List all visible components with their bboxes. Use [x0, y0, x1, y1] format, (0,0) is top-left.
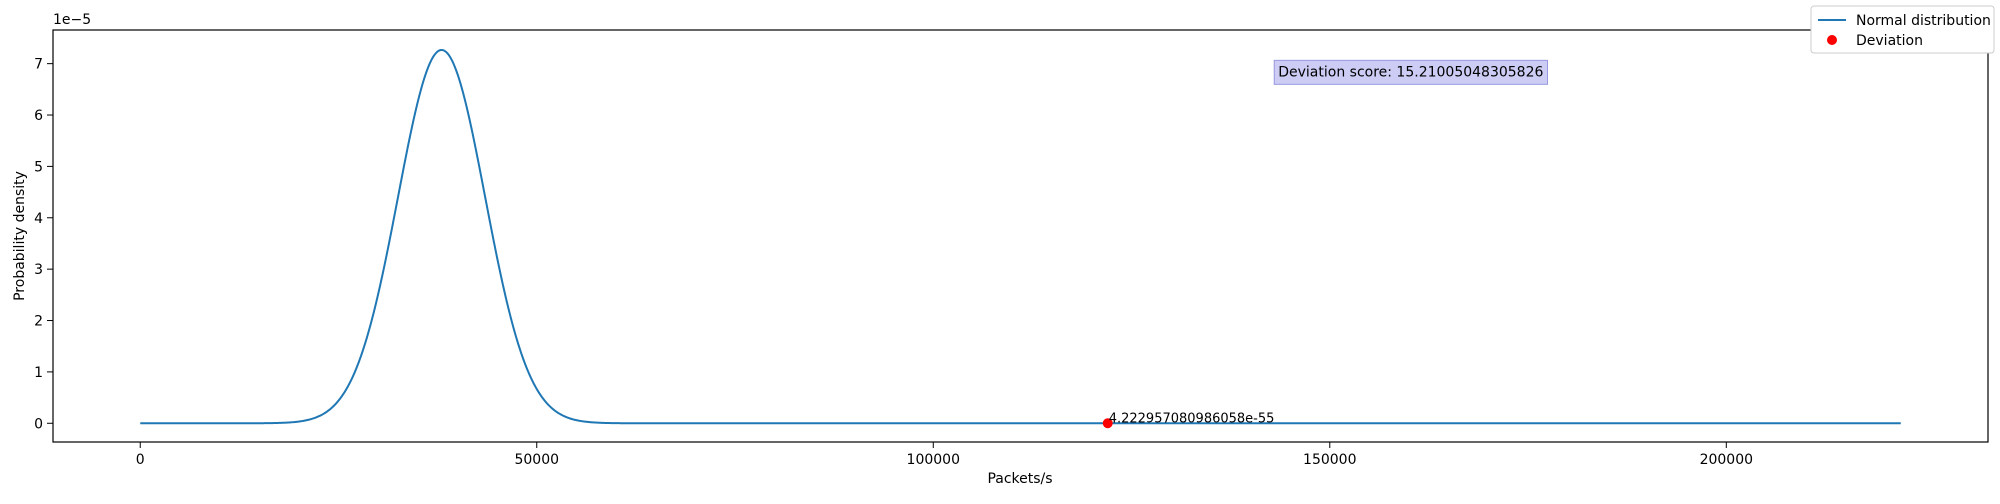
x-tick-label: 150000 — [1303, 452, 1356, 468]
y-axis-offset-label: 1e−5 — [53, 12, 91, 28]
legend-label-deviation: Deviation — [1856, 33, 1923, 49]
x-axis-ticks: 0 50000 100000 150000 200000 — [136, 442, 1753, 468]
normal-distribution-line — [140, 48, 1901, 425]
x-tick-label: 200000 — [1700, 452, 1753, 468]
deviation-value-label: 4.222957080986058e-55 — [1109, 411, 1275, 426]
y-tick-label: 4 — [34, 211, 43, 227]
x-tick-label: 0 — [136, 452, 145, 468]
y-tick-label: 2 — [34, 314, 43, 330]
legend-box — [1810, 5, 1995, 54]
y-tick-label: 7 — [34, 57, 43, 73]
y-tick-label: 6 — [34, 108, 43, 124]
x-tick-label: 50000 — [514, 452, 559, 468]
deviation-score-box — [1273, 59, 1548, 85]
y-tick-label: 1 — [34, 365, 43, 381]
deviation-point — [1102, 418, 1113, 429]
x-tick-label: 100000 — [907, 452, 960, 468]
y-tick-label: 5 — [34, 159, 43, 175]
plot-area — [52, 29, 1989, 443]
legend-label-normal-distribution: Normal distribution — [1856, 13, 1991, 29]
deviation-score-text: Deviation score: 15.21005048305826 — [1278, 64, 1543, 80]
legend: Normal distribution Deviation — [1810, 5, 1995, 54]
x-axis-label: Packets/s — [987, 471, 1052, 487]
legend-dot-swatch — [1827, 35, 1837, 45]
y-tick-label: 0 — [34, 416, 43, 432]
y-axis-label: Probability density — [12, 171, 28, 301]
y-axis-ticks: 0 1 2 3 4 5 6 7 — [34, 57, 53, 432]
y-tick-label: 3 — [34, 262, 43, 278]
